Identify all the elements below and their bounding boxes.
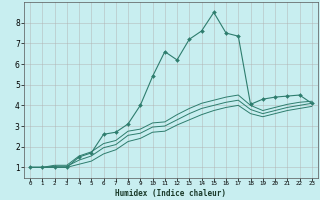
X-axis label: Humidex (Indice chaleur): Humidex (Indice chaleur) [116, 189, 227, 198]
